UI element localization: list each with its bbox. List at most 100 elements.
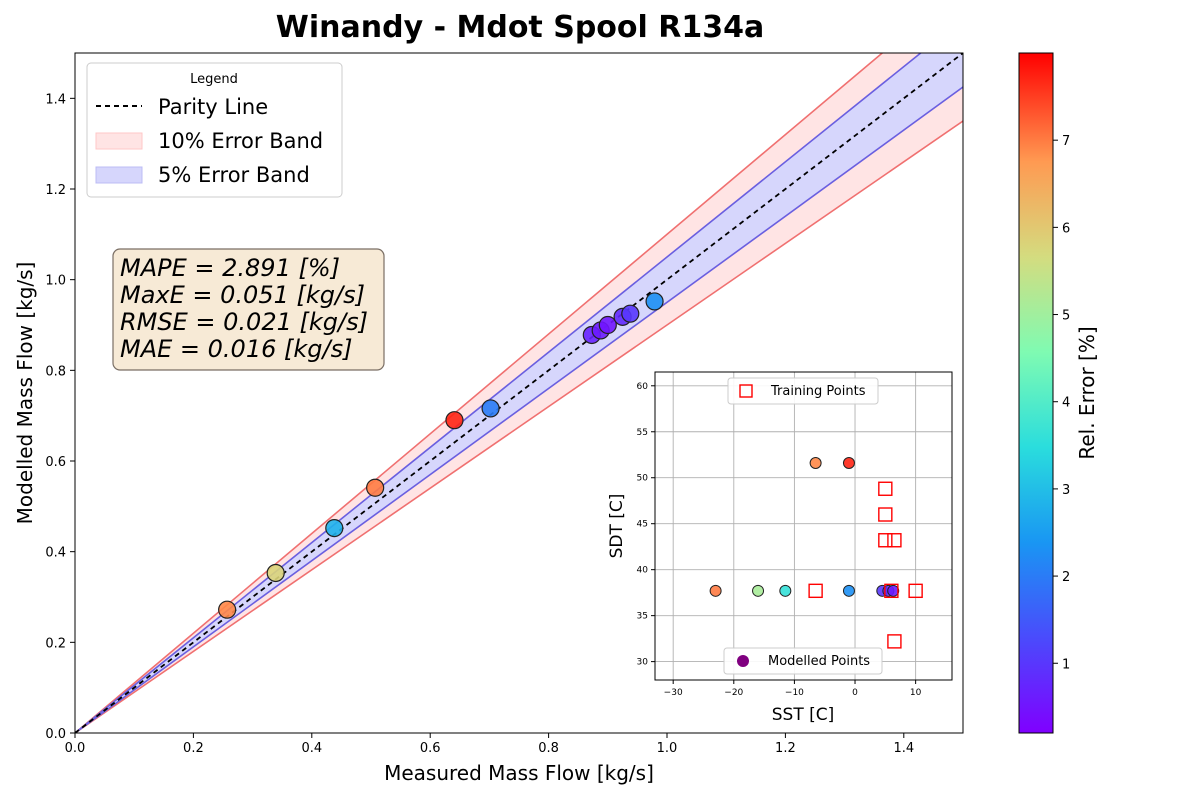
inset-y-ticks: 30 35 40 45 50 55 60 [637,382,655,668]
training-point-0 [808,583,823,599]
main-x-ticks: 0.0 0.2 0.4 0.6 0.8 1.0 1.2 1.4 [65,733,914,756]
inset-x-tick-label: −20 [724,688,743,698]
colorbar-tick-label: 2 [1062,570,1070,585]
inset-background [655,372,952,680]
inset-y-axis-label: SDT [C] [607,494,627,559]
modelled-point-4 [779,584,792,597]
y-tick-label: 1.2 [45,183,66,198]
main-y-ticks: 0.0 0.2 0.4 0.6 0.8 1.0 1.2 1.4 [45,92,75,742]
inset-legend-training-label: Training Points [770,384,866,399]
legend-box [86,62,343,198]
inset-y-tick-label: 50 [637,474,649,484]
x-tick-label: 0.8 [538,741,559,756]
inset-legend-modelled: Modelled Points [723,647,883,675]
legend-title: Legend [190,72,238,87]
band-edge-10pct-lower [75,120,963,733]
colorbar-tick-label: 7 [1062,134,1070,149]
legend-parity-label: Parity Line [158,95,268,119]
inset-y-tick-label: 60 [637,382,649,392]
inset-x-tick-label: −30 [664,688,683,698]
training-point-3 [878,533,893,548]
inset-frame [654,371,953,681]
data-point-2 [325,518,344,538]
metrics-box: MAPE = 2.891 [%] MaxE = 0.051 [kg/s] RMS… [112,248,385,371]
modelled-point-8 [887,584,900,597]
modelled-point-1 [842,457,855,470]
inset-x-axis-label: SST [C] [772,705,835,725]
modelled-point-0 [809,457,822,470]
training-point-6 [908,583,923,599]
y-tick-label: 0.4 [45,546,66,561]
main-y-axis-label: Modelled Mass Flow [kg/s] [13,262,37,525]
inset-legend-training-box [727,377,879,405]
x-tick-label: 1.0 [657,741,678,756]
colorbar-tick-label: 4 [1062,396,1070,411]
colorbar-label: Rel. Error [%] [1075,326,1099,459]
colorbar [1018,52,1054,734]
inset-y-tick-label: 45 [637,520,648,530]
training-point-5 [884,583,899,599]
y-tick-label: 0.6 [45,455,66,470]
data-point-0 [218,600,237,619]
inset-y-tick-label: 40 [637,566,649,576]
main-legend: Legend Parity Line 10% Error Band 5% Err… [86,62,343,198]
legend-5pct-swatch [95,166,143,184]
main-x-axis-label: Measured Mass Flow [kg/s] [384,761,654,785]
data-point-1 [266,563,285,583]
colorbar-tick-label: 5 [1062,309,1070,324]
inset-legend-training: Training Points [727,377,879,405]
data-point-8 [598,315,617,335]
x-tick-label: 0.4 [301,741,322,756]
y-tick-label: 0.0 [45,727,66,742]
legend-10pct-swatch [95,132,143,150]
x-tick-label: 1.2 [775,741,796,756]
data-point-11 [645,292,664,311]
inset-x-tick-label: 0 [852,688,858,698]
inset-y-tick-label: 35 [637,612,648,622]
y-tick-label: 1.4 [45,92,66,107]
colorbar-tick-label: 6 [1062,221,1070,236]
modelled-point-5 [842,584,855,597]
metric-maxe: MaxE = 0.051 [kg/s] [120,281,365,309]
x-tick-label: 0.2 [183,741,204,756]
chart-title: Winandy - Mdot Spool R134a [276,10,764,45]
y-tick-label: 0.8 [45,364,66,379]
y-tick-label: 1.0 [45,274,66,289]
metric-mape: MAPE = 2.891 [%] [120,254,340,282]
data-point-5 [481,399,500,418]
colorbar-ticks: 1 2 3 4 5 6 7 [1053,134,1070,672]
x-tick-label: 0.6 [420,741,441,756]
inset-legend-modelled-label: Modelled Points [768,654,870,669]
band-edge-5pct-lower [75,86,963,733]
y-tick-label: 0.2 [45,636,66,651]
metric-mae: MAE = 0.016 [kg/s] [120,335,352,363]
metrics-background [112,248,385,371]
inset-y-tick-label: 55 [637,428,648,438]
main-points [218,292,664,619]
main-plot-frame [74,52,964,734]
modelled-point-3 [752,584,765,597]
metric-rmse: RMSE = 0.021 [kg/s] [120,308,368,336]
training-point-1 [878,481,893,496]
inset-y-tick-label: 30 [637,658,649,668]
training-point-2 [878,507,893,522]
inset-x-tick-label: −10 [785,688,804,698]
colorbar-tick-label: 1 [1062,657,1070,672]
inset-legend-modelled-box [723,647,883,675]
colorbar-tick-label: 3 [1062,483,1070,498]
training-point-4 [887,533,902,548]
parity-line [75,53,963,733]
training-point-7 [887,634,902,649]
parity-line-group [75,53,963,733]
legend-10pct-label: 10% Error Band [158,129,323,153]
data-point-10 [621,304,640,323]
x-tick-label: 0.0 [65,741,86,756]
inset-points [709,457,923,649]
inset-x-ticks: −30 −20 −10 0 10 [664,680,922,698]
x-tick-label: 1.4 [893,741,914,756]
data-point-3 [366,478,385,497]
legend-5pct-label: 5% Error Band [158,163,310,187]
inset-x-tick-label: 10 [910,688,922,698]
modelled-point-2 [709,584,722,597]
